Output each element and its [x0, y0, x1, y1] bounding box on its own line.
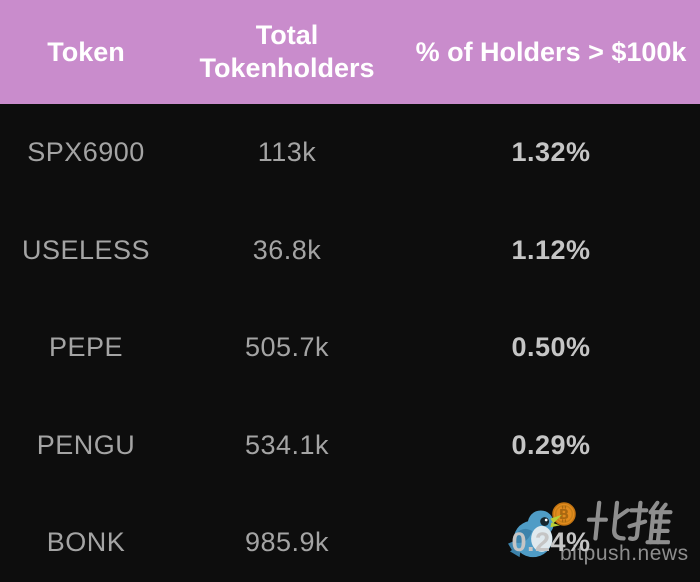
total-tokenholders-value: 36.8k	[252, 234, 322, 265]
header-token: Token	[47, 36, 125, 67]
total-tokenholders-value: 534.1k	[244, 429, 330, 460]
token-name: BONK	[46, 527, 126, 558]
table-row-bonk: BONK 985.9k 0.24%	[0, 494, 700, 582]
svg-text:B: B	[559, 507, 569, 523]
table-header: Token Total Tokenholders % of Holders > …	[0, 0, 700, 104]
total-tokenholders-value: 113k	[257, 137, 317, 168]
total-tokenholders-value: 505.7k	[244, 332, 330, 363]
bitpush-watermark: B	[500, 497, 700, 582]
pct-holders-value: 0.24%	[511, 527, 591, 558]
table-body: SPX6900 113k 1.32% USELESS 36.8k 1.12% P…	[0, 104, 700, 582]
token-name: PEPE	[48, 332, 124, 363]
header-pct-holders-over-100k: % of Holders > $100k	[415, 36, 687, 67]
total-tokenholders-value: 985.9k	[244, 527, 330, 558]
header-total-tokenholders: Total Tokenholders	[199, 20, 375, 83]
pct-holders-value: 1.12%	[511, 234, 591, 265]
token-name: SPX6900	[27, 137, 145, 168]
token-name: USELESS	[21, 234, 151, 265]
pct-holders-value: 1.32%	[511, 137, 591, 168]
token-name: PENGU	[36, 429, 136, 460]
table-row-useless: USELESS 36.8k 1.12%	[0, 202, 700, 300]
twitter-bird-icon	[508, 510, 562, 558]
pct-holders-value: 0.29%	[511, 429, 591, 460]
table-row-spx6900: SPX6900 113k 1.32%	[0, 104, 700, 202]
table-row-pepe: PEPE 505.7k 0.50%	[0, 299, 700, 397]
pct-holders-value: 0.50%	[511, 332, 591, 363]
bitpush-domain: bitpush.news	[560, 542, 689, 565]
bitpush-brand-cn	[586, 500, 673, 545]
table-row-pengu: PENGU 534.1k 0.29%	[0, 397, 700, 495]
bitcoin-coin-icon: B	[552, 502, 576, 526]
